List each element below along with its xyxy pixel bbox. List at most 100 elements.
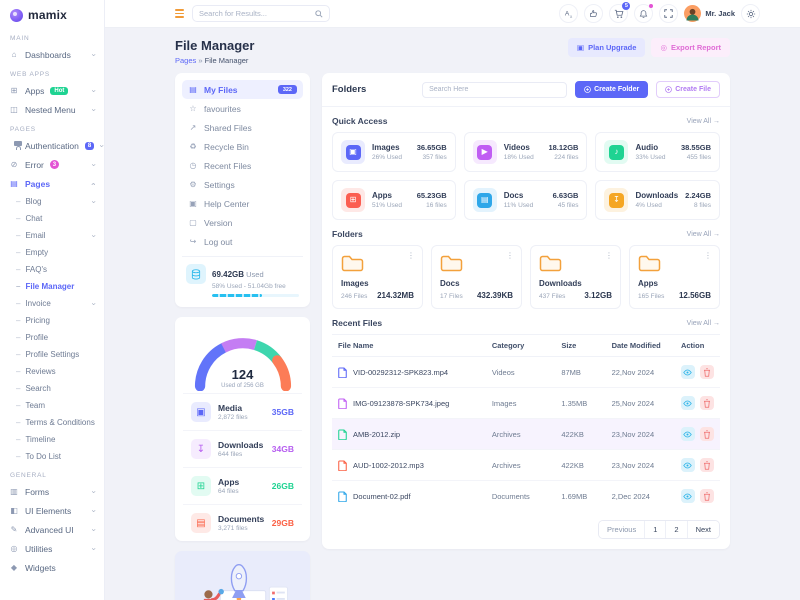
sidebar-subitem-profile-settings[interactable]: – Profile Settings: [0, 346, 104, 363]
pagination-previous[interactable]: Previous: [599, 521, 645, 538]
quick-access-downloads[interactable]: ↧ Downloads 4% Used 2.24GB 8 files: [595, 180, 720, 220]
qa-name: Audio: [635, 143, 659, 152]
quick-access-view-all[interactable]: View All →: [686, 117, 720, 125]
sidebar-subitem-search[interactable]: – Search: [0, 380, 104, 397]
fullscreen-icon[interactable]: [659, 4, 679, 23]
quick-access-videos[interactable]: ▶ Videos 18% Used 18.12GB 224 files: [463, 132, 588, 172]
folder-icon: [341, 255, 364, 272]
sidebar-subitem-empty[interactable]: – Empty: [0, 244, 104, 261]
thumbs-up-icon[interactable]: [584, 4, 604, 23]
file-nav-logout[interactable]: ↪ Log out: [182, 232, 303, 251]
quick-access-audio[interactable]: ♪ Audio 33% Used 38.55GB 455 files: [595, 132, 720, 172]
table-row[interactable]: IMG-09123878-SPK734.jpeg Images 1.35MB 2…: [332, 387, 720, 419]
sidebar-item-error[interactable]: ⊘ Error 3 ›: [0, 155, 104, 174]
sidebar-subitem-pricing[interactable]: – Pricing: [0, 312, 104, 329]
kebab-menu-icon[interactable]: ⋮: [506, 251, 514, 260]
usage-stat-downloads[interactable]: ↧ Downloads 644 files 34GB: [183, 430, 302, 467]
quick-access-docs[interactable]: ▤ Docs 11% Used 6.63GB 45 files: [463, 180, 588, 220]
file-nav-shared-files[interactable]: ↗ Shared Files: [182, 118, 303, 137]
notifications-bell-icon[interactable]: [634, 4, 654, 23]
delete-file-button[interactable]: [699, 365, 714, 379]
pagination-page-1[interactable]: 1: [644, 521, 666, 538]
quick-access-apps[interactable]: ⊞ Apps 51% Used 65.23GB 16 files: [332, 180, 456, 220]
sidebar-subitem-profile[interactable]: – Profile: [0, 329, 104, 346]
create-file-button[interactable]: Create File: [656, 81, 720, 98]
folder-card-downloads[interactable]: ⋮ Downloads 437 Files 3.12GB: [530, 245, 621, 309]
sidebar-subitem-chat[interactable]: – Chat: [0, 210, 104, 227]
sidebar-subitem-team[interactable]: – Team: [0, 397, 104, 414]
delete-file-button[interactable]: [699, 489, 714, 503]
sidebar-subitem-todo[interactable]: – To Do List: [0, 448, 104, 465]
upgrade-pro-card: Upgrade To PRO Upgrade to Pro for lightn…: [175, 551, 310, 600]
quick-access-images[interactable]: ▣ Images 26% Used 36.65GB 357 files: [332, 132, 456, 172]
view-file-button[interactable]: [680, 365, 695, 379]
file-nav-my-files[interactable]: ▤ My Files 322: [182, 80, 303, 99]
kebab-menu-icon[interactable]: ⋮: [704, 251, 712, 260]
usage-stat-documents[interactable]: ▤ Documents 3,271 files 29GB: [183, 504, 302, 541]
folder-card-apps[interactable]: ⋮ Apps 165 Files 12.56GB: [629, 245, 720, 309]
file-category: Images: [485, 387, 556, 419]
sidebar-item-apps[interactable]: ⊞ Apps Hot ›: [0, 81, 104, 100]
folder-files: 246 Files: [341, 293, 368, 300]
sidebar-item-forms[interactable]: ▥ Forms ›: [0, 482, 104, 501]
usage-stat-apps[interactable]: ⊞ Apps 64 files 26GB: [183, 467, 302, 504]
view-file-button[interactable]: [680, 427, 695, 441]
usage-stat-media[interactable]: ▣ Media 2,872 files 35GB: [183, 393, 302, 430]
kebab-menu-icon[interactable]: ⋮: [605, 251, 613, 260]
sidebar-item-ui-elements[interactable]: ◧ UI Elements ›: [0, 501, 104, 520]
sidebar-subitem-faqs[interactable]: – FAQ's: [0, 261, 104, 278]
folder-card-images[interactable]: ⋮ Images 246 Files 214.32MB: [332, 245, 423, 309]
folders-view-all[interactable]: View All →: [686, 230, 720, 238]
settings-gear-icon[interactable]: [741, 4, 760, 23]
sidebar-item-dashboards[interactable]: ⌂ Dashboards ›: [0, 45, 104, 64]
sidebar-subitem-email[interactable]: – Email ›: [0, 227, 104, 244]
sidebar-subitem-terms[interactable]: – Terms & Conditions: [0, 414, 104, 431]
folder-card-docs[interactable]: ⋮ Docs 17 Files 432.39KB: [431, 245, 522, 309]
sidebar-item-authentication[interactable]: Authentication 8 ›: [0, 136, 104, 155]
sidebar-subitem-invoice[interactable]: – Invoice ›: [0, 295, 104, 312]
file-date: 2,Dec 2024: [611, 491, 650, 501]
pagination-next[interactable]: Next: [686, 521, 719, 538]
plan-upgrade-button[interactable]: ▣ Plan Upgrade: [568, 38, 646, 57]
file-nav-recent-files[interactable]: ◷ Recent Files: [182, 156, 303, 175]
table-row[interactable]: VID-00292312-SPK823.mp4 Videos 87MB 22,N…: [332, 356, 720, 388]
recent-files-view-all[interactable]: View All →: [686, 319, 720, 327]
file-nav-help-center[interactable]: ▣ Help Center: [182, 194, 303, 213]
sidebar-item-widgets[interactable]: ◆ Widgets: [0, 558, 104, 577]
file-nav-settings[interactable]: ⚙ Settings: [182, 175, 303, 194]
breadcrumb-pages[interactable]: Pages: [175, 56, 197, 65]
brand-logo[interactable]: mamix: [0, 0, 104, 28]
view-file-button[interactable]: [680, 396, 695, 410]
docs-icon: ▤: [472, 188, 497, 212]
delete-file-button[interactable]: [699, 427, 714, 441]
sidebar-subitem-timeline[interactable]: – Timeline: [0, 431, 104, 448]
sidebar-subitem-blog[interactable]: – Blog ›: [0, 193, 104, 210]
sidebar-subitem-reviews[interactable]: – Reviews: [0, 363, 104, 380]
sidebar-item-utilities[interactable]: ◎ Utilities ›: [0, 539, 104, 558]
sidebar-item-nested-menu[interactable]: ◫ Nested Menu ›: [0, 100, 104, 119]
global-search-input[interactable]: [199, 9, 311, 18]
file-nav-favourites[interactable]: ☆ favourites: [182, 99, 303, 118]
table-row[interactable]: Document-02.pdf Documents 1.69MB 2,Dec 2…: [332, 481, 720, 512]
export-report-button[interactable]: ◎ Export Report: [651, 38, 730, 57]
sidebar-item-pages[interactable]: ▤ Pages ›: [0, 174, 104, 193]
sidebar-item-advanced-ui[interactable]: ✎ Advanced UI ›: [0, 520, 104, 539]
delete-file-button[interactable]: [699, 458, 714, 472]
table-row-selected[interactable]: AMB-2012.zip Archives 422KB 23,Nov 2024: [332, 418, 720, 450]
pagination-page-2[interactable]: 2: [665, 521, 687, 538]
dash-icon: –: [16, 248, 21, 257]
view-file-button[interactable]: [680, 458, 695, 472]
sidebar-subitem-file-manager[interactable]: – File Manager: [0, 278, 104, 295]
user-menu[interactable]: Mr. Jack: [684, 5, 735, 22]
menu-toggle-icon[interactable]: [175, 9, 184, 18]
table-row[interactable]: AUD-1002-2012.mp3 Archives 422KB 23,Nov …: [332, 449, 720, 481]
folder-search-input[interactable]: [429, 86, 561, 93]
file-nav-recycle-bin[interactable]: ♻ Recycle Bin: [182, 137, 303, 156]
kebab-menu-icon[interactable]: ⋮: [407, 251, 415, 260]
view-file-button[interactable]: [680, 489, 695, 503]
cart-icon[interactable]: 5: [609, 2, 631, 23]
file-nav-version[interactable]: ▢ Version: [182, 213, 303, 232]
create-folder-button[interactable]: Create Folder: [575, 81, 649, 98]
delete-file-button[interactable]: [699, 396, 714, 410]
